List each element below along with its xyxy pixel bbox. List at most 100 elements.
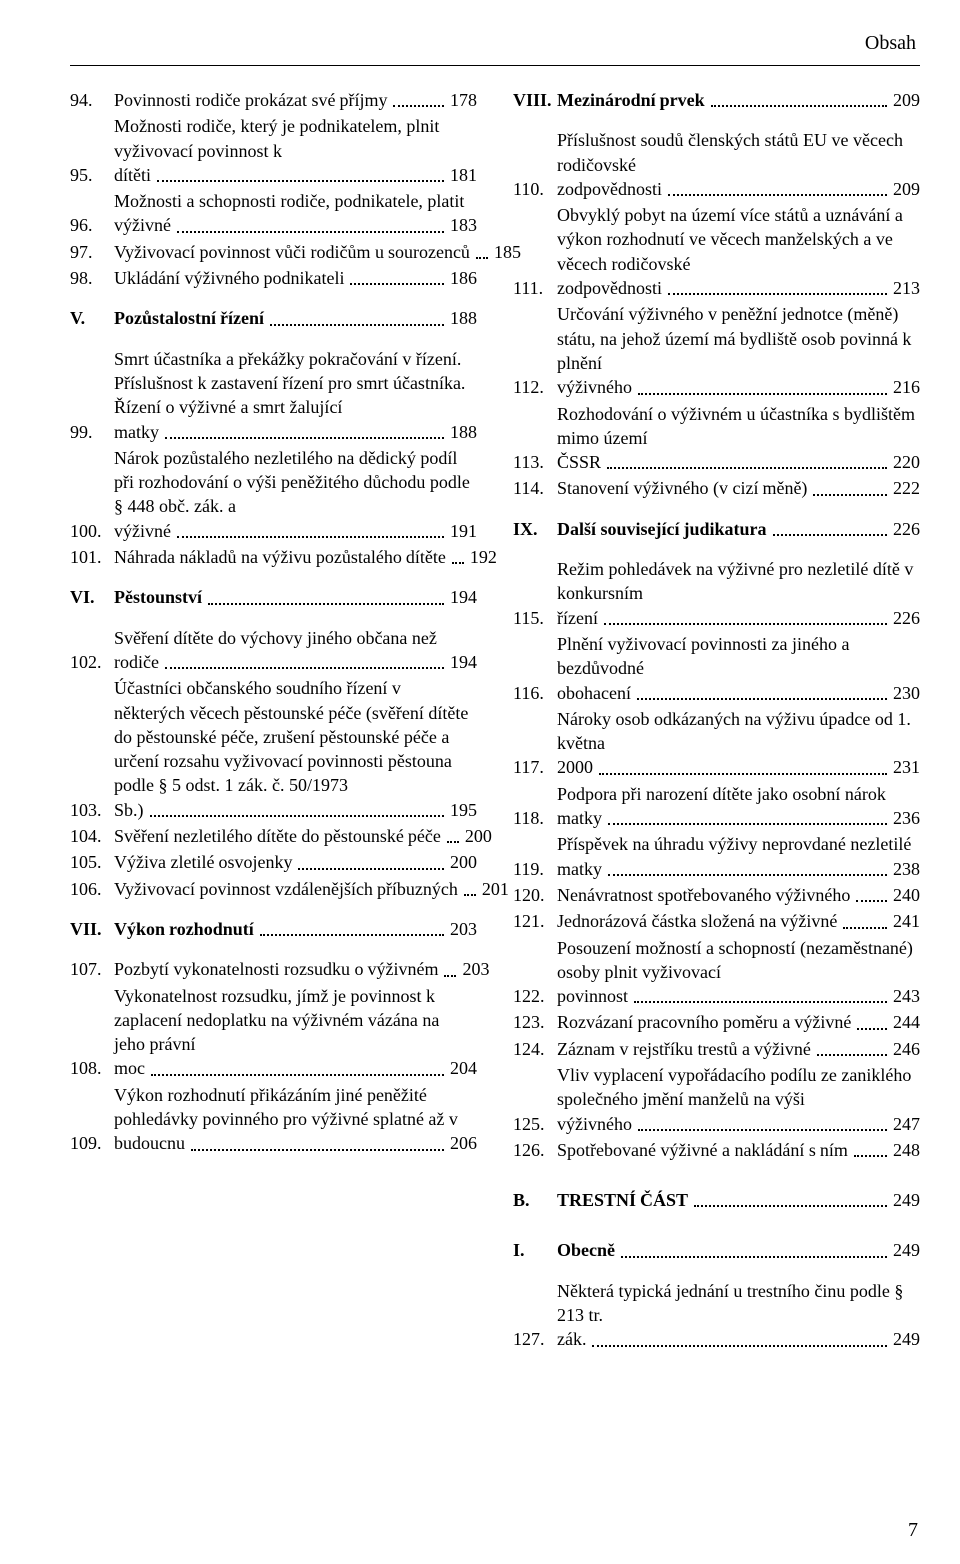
toc-body: Pozůstalostní řízení188 <box>114 306 477 330</box>
toc-section: VIII.Mezinárodní prvek209 <box>513 88 920 112</box>
toc-tail: prvek209 <box>660 88 920 112</box>
toc-tail: výživné183 <box>114 213 477 237</box>
toc-leader-dots <box>298 868 444 870</box>
toc-spacer <box>513 543 920 557</box>
page-number: 7 <box>908 1517 918 1544</box>
toc-body: Určování výživného v peněžní jednotce (m… <box>557 302 920 399</box>
toc-tail: péče200 <box>408 824 477 848</box>
toc-text: Příspěvek na úhradu výživy neprovdané ne… <box>557 832 915 856</box>
toc-body: Ukládání výživného podnikateli186 <box>114 266 477 290</box>
toc-number: 106. <box>70 877 114 901</box>
toc-section: VI.Pěstounství194 <box>70 585 477 609</box>
toc-page: 226 <box>889 517 920 541</box>
toc-entry: 100.Nárok pozůstalého nezletilého na děd… <box>70 446 477 543</box>
toc-body: Další související judikatura226 <box>557 517 920 541</box>
toc-text-tail: matky <box>557 806 606 830</box>
toc-leader-dots <box>150 815 444 817</box>
toc-text-tail: ním <box>820 1138 852 1162</box>
toc-page: 192 <box>466 545 497 569</box>
toc-entry: 95.Možnosti rodiče, který je podnikatele… <box>70 114 477 187</box>
toc-body: Nenávratnost spotřebovaného výživného 240 <box>557 883 920 907</box>
toc-leader-dots <box>857 1028 887 1030</box>
toc-text: Rozvázaní pracovního poměru a <box>557 1010 794 1034</box>
toc-number: 110. <box>513 177 557 201</box>
toc-page: 238 <box>889 857 920 881</box>
toc-body: Pozbytí vykonatelnosti rozsudku o výživn… <box>114 957 477 981</box>
toc-left-column: 94.Povinnosti rodiče prokázat své příjmy… <box>70 88 477 1354</box>
toc-body: Vyživovací povinnost vůči rodičům u sour… <box>114 240 477 264</box>
toc-leader-dots <box>843 927 887 929</box>
toc-spacer <box>70 612 477 626</box>
toc-entry: 110.Příslušnost soudů členských států EU… <box>513 128 920 201</box>
toc-spacer <box>70 943 477 957</box>
toc-leader-dots <box>393 105 444 107</box>
toc-leader-dots <box>608 874 887 876</box>
toc-page: 206 <box>446 1131 477 1155</box>
toc-page: 236 <box>889 806 920 830</box>
toc-text: Vyživovací povinnost vzdálenějších <box>114 877 377 901</box>
toc-text: Posouzení možností a schopností (nezaměs… <box>557 936 920 985</box>
toc-page: 244 <box>889 1010 920 1034</box>
toc-spacer <box>70 333 477 347</box>
toc-section: V.Pozůstalostní řízení188 <box>70 306 477 330</box>
toc-page: 188 <box>446 420 477 444</box>
toc-page: 240 <box>889 883 920 907</box>
toc-text: Nenávratnost spotřebovaného <box>557 883 775 907</box>
toc-text-tail: matky <box>557 857 606 881</box>
toc-body: Smrt účastníka a překážky pokračování v … <box>114 347 477 444</box>
toc-text-tail: výživného <box>775 883 854 907</box>
toc-entry: 116.Plnění vyživovací povinnosti za jiné… <box>513 632 920 705</box>
toc-body: Výkon rozhodnutí203 <box>114 917 477 941</box>
toc-text: Jednorázová částka složená na <box>557 909 780 933</box>
toc-entry: 121.Jednorázová částka složená na výživn… <box>513 909 920 933</box>
toc-text: Účastníci občanského soudního řízení v n… <box>114 676 477 797</box>
toc-number: 98. <box>70 266 114 290</box>
toc-text-tail: judikatura <box>684 517 771 541</box>
toc-page: 195 <box>446 798 477 822</box>
toc-page: 220 <box>889 450 920 474</box>
toc-page: 249 <box>889 1327 920 1351</box>
toc-right-column: VIII.Mezinárodní prvek209 110.Příslušnost… <box>513 88 920 1354</box>
toc-text: Obvyklý pobyt na území více států a uzná… <box>557 203 920 276</box>
toc-tail: sourozenců185 <box>388 240 477 264</box>
toc-number: 112. <box>513 375 557 399</box>
toc-body: Možnosti a schopnosti rodiče, podnikatel… <box>114 189 477 238</box>
toc-text: Nároky osob odkázaných na výživu úpadce … <box>557 707 920 756</box>
toc-text: Vyživovací povinnost vůči rodičům u <box>114 240 388 264</box>
toc-body: Podpora při narození dítěte jako osobní … <box>557 782 920 831</box>
toc-body: Nároky osob odkázaných na výživu úpadce … <box>557 707 920 780</box>
toc-spacer <box>70 292 477 306</box>
toc-tail: matky 236 <box>557 806 920 830</box>
toc-tail: výživném203 <box>367 957 477 981</box>
toc-tail: ČÁST249 <box>640 1188 920 1212</box>
toc-entry: 98.Ukládání výživného podnikateli186 <box>70 266 477 290</box>
toc-text-tail: výživném <box>367 957 442 981</box>
toc-text-tail: Obecně <box>557 1238 619 1262</box>
toc-leader-dots <box>608 823 887 825</box>
toc-entry: 108.Vykonatelnost rozsudku, jímž je povi… <box>70 984 477 1081</box>
toc-text: Vliv vyplacení vypořádacího podílu ze za… <box>557 1063 920 1112</box>
toc-body: Pěstounství194 <box>114 585 477 609</box>
toc-number: 109. <box>70 1131 114 1155</box>
toc-text-tail: osvojenky <box>218 850 296 874</box>
toc-leader-dots <box>773 534 887 536</box>
toc-page: 213 <box>889 276 920 300</box>
toc-text-tail: ČÁST <box>640 1188 692 1212</box>
toc-text-tail: příbuzných <box>377 877 462 901</box>
toc-leader-dots <box>856 900 887 902</box>
toc-body: Obecně249 <box>557 1238 920 1262</box>
toc-text: Stanovení výživného (v cizí <box>557 476 762 500</box>
toc-entry: 104.Svěření nezletilého dítěte do pěstou… <box>70 824 477 848</box>
toc-leader-dots <box>607 467 887 469</box>
toc-leader-dots <box>711 105 887 107</box>
toc-text-tail: výživné <box>780 909 841 933</box>
toc-leader-dots <box>817 1054 887 1056</box>
toc-tail: Sb.)195 <box>114 798 477 822</box>
toc-tail: výživné244 <box>794 1010 920 1034</box>
toc-number: 115. <box>513 606 557 630</box>
toc-section: VII.Výkon rozhodnutí203 <box>70 917 477 941</box>
toc-page: 243 <box>889 984 920 1008</box>
toc-number: VI. <box>70 585 114 609</box>
toc-body: Příspěvek na úhradu výživy neprovdané ne… <box>557 832 920 881</box>
toc-text: Výkon rozhodnutí přikázáním jiné peněžit… <box>114 1083 477 1132</box>
